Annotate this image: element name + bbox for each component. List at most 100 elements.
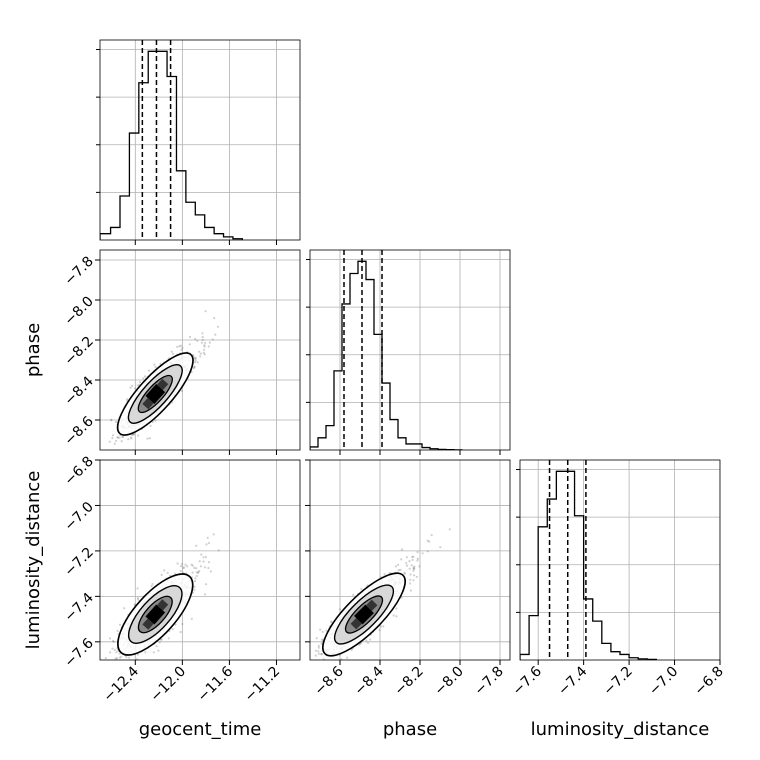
y-tick-label: −8.6 — [61, 413, 96, 448]
scatter-point — [179, 569, 182, 573]
scatter-point — [125, 656, 128, 659]
panel-row2-col2 — [306, 249, 511, 455]
scatter-point — [321, 638, 324, 641]
y-axis-label-luminosity-distance: luminosity_distance — [23, 471, 44, 650]
panel-frame — [99, 249, 301, 451]
scatter-point — [113, 648, 116, 652]
scatter-point — [204, 555, 207, 559]
x-tick-label: −7.2 — [601, 664, 636, 699]
scatter-point — [206, 536, 209, 540]
scatter-point — [131, 384, 134, 387]
density-contours — [322, 572, 406, 657]
scatter-point — [116, 629, 119, 633]
scatter-point — [201, 332, 204, 335]
scatter-point — [208, 341, 211, 344]
scatter-point — [340, 658, 343, 660]
scatter-point — [178, 345, 181, 348]
scatter-point — [200, 553, 203, 556]
scatter-point — [319, 628, 322, 631]
scatter-point — [131, 434, 134, 437]
scatter-point — [321, 630, 324, 634]
scatter-point — [194, 361, 197, 364]
scatter-point — [212, 533, 215, 536]
scatter-point — [405, 562, 408, 565]
scatter-point — [360, 587, 363, 591]
scatter-point — [147, 369, 150, 372]
scatter-point — [158, 641, 161, 644]
scatter-point — [193, 566, 196, 570]
scatter-point — [415, 575, 418, 578]
scatter-point — [213, 317, 216, 320]
scatter-point — [195, 544, 198, 547]
scatter-point — [416, 557, 419, 560]
panel-content — [100, 40, 300, 240]
scatter-point — [416, 559, 419, 562]
scatter-point — [320, 642, 323, 645]
scatter-point — [193, 366, 196, 369]
scatter-point — [409, 578, 412, 581]
scatter-point — [128, 656, 131, 659]
scatter-point — [108, 671, 110, 673]
x-tick-label: −8.2 — [391, 664, 426, 699]
panel-row3-col2: −8.6 −8.4 −8.2 −8.0 −7.8 — [305, 459, 511, 699]
scatter-point — [111, 437, 114, 440]
scatter-point — [190, 617, 193, 620]
scatter-point — [317, 646, 320, 649]
scatter-point — [397, 569, 400, 572]
scatter-point — [350, 648, 353, 652]
scatter-point — [322, 667, 324, 669]
scatter-point — [104, 657, 107, 660]
scatter-point — [188, 335, 192, 338]
y-tick-label: −7.0 — [61, 499, 96, 534]
scatter-point — [198, 350, 201, 353]
axis-labels: geocent_time phase luminosity_distance p… — [23, 323, 709, 740]
scatter-point — [317, 652, 320, 655]
scatter-point — [170, 350, 173, 353]
scatter-point — [409, 573, 412, 576]
scatter-point — [322, 658, 325, 660]
scatter-point — [405, 564, 409, 567]
scatter-point — [317, 650, 320, 653]
scatter-point — [412, 566, 415, 569]
panel-content — [310, 250, 510, 450]
scatter-point — [314, 654, 317, 657]
scatter-point — [186, 565, 189, 568]
scatter-point — [320, 652, 323, 656]
scatter-point — [426, 550, 429, 553]
scatter-point — [395, 615, 398, 618]
scatter-point — [122, 435, 125, 438]
scatter-point — [136, 653, 139, 656]
density-contours — [116, 352, 194, 436]
scatter-point — [115, 651, 118, 654]
scatter-point — [114, 420, 118, 424]
scatter-point — [196, 339, 199, 342]
scatter-point — [365, 639, 368, 642]
scatter-point — [195, 571, 198, 574]
scatter-point — [196, 361, 199, 364]
density-block — [142, 397, 154, 410]
scatter-point — [166, 571, 169, 575]
scatter-point — [163, 569, 166, 572]
scatter-point — [203, 353, 206, 356]
panel-row3-col3: −7.6 −7.4 −7.2 −7.0 −6.8 — [510, 459, 727, 699]
x-tick-label: −11.6 — [195, 663, 237, 705]
scatter-point — [343, 661, 345, 663]
scatter-point — [133, 433, 136, 436]
scatter-point — [366, 641, 370, 644]
scatter-point — [176, 345, 179, 348]
scatter-point — [130, 437, 133, 440]
scatter-point — [202, 560, 205, 563]
scatter-point — [179, 344, 182, 347]
scatter-point — [199, 352, 202, 355]
scatter-point — [202, 556, 205, 559]
scatter-point — [179, 630, 182, 634]
scatter-point — [128, 661, 130, 663]
scatter-point — [200, 341, 204, 344]
panel-frame — [309, 249, 511, 451]
scatter-point — [190, 563, 193, 566]
x-tick-label: −7.6 — [510, 663, 545, 698]
panel-content — [100, 460, 300, 673]
scatter-point — [400, 558, 403, 561]
scatter-point — [392, 614, 395, 617]
